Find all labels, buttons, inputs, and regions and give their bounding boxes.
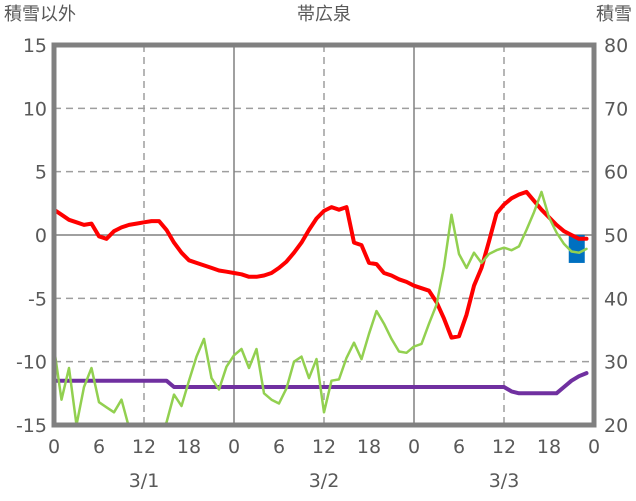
right-axis-tick-label: 20: [604, 415, 628, 437]
hour-tick-label: 6: [273, 436, 285, 458]
left-axis-tick-label: -5: [28, 288, 47, 310]
hour-tick-label: 18: [537, 436, 561, 458]
left-axis-tick-label: 15: [23, 35, 47, 57]
hour-tick-label: 0: [588, 436, 600, 458]
right-axis-tick-label: 80: [604, 35, 628, 57]
hour-tick-label: 0: [408, 436, 420, 458]
right-axis-tick-label: 50: [604, 225, 628, 247]
hour-tick-label: 12: [312, 436, 336, 458]
hour-tick-label: 6: [93, 436, 105, 458]
left-axis-tick-label: 0: [35, 225, 47, 247]
hour-tick-label: 18: [177, 436, 201, 458]
left-axis-tick-label: 5: [35, 162, 47, 184]
right-axis-tick-label: 60: [604, 162, 628, 184]
left-axis-title: 積雪以外: [4, 4, 76, 25]
temperature-red-line: [54, 189, 589, 340]
left-axis-tick-label: -10: [16, 352, 47, 374]
left-axis-tick-label: 10: [23, 98, 47, 120]
plot-border: [51, 42, 597, 428]
left-axis-tick-label: -15: [16, 415, 47, 437]
hour-tick-label: 12: [492, 436, 516, 458]
right-axis-tick-label: 70: [604, 98, 628, 120]
right-axis-tick-label: 30: [604, 352, 628, 374]
blue-square-marker: [568, 234, 585, 263]
hour-tick-label: 18: [357, 436, 381, 458]
station-title: 帯広泉: [297, 4, 351, 25]
series-layer: [54, 189, 589, 425]
hour-tick-label: 0: [48, 436, 60, 458]
date-label: 3/1: [129, 470, 160, 492]
hour-tick-label: 0: [228, 436, 240, 458]
grid-layer: [54, 45, 594, 425]
date-label: 3/3: [489, 470, 520, 492]
hour-tick-label: 12: [132, 436, 156, 458]
hour-tick-label: 6: [453, 436, 465, 458]
green-series-line: [54, 190, 588, 425]
right-axis-tick-label: 40: [604, 288, 628, 310]
right-axis-title: 積雪: [596, 4, 632, 25]
date-label: 3/2: [309, 470, 340, 492]
